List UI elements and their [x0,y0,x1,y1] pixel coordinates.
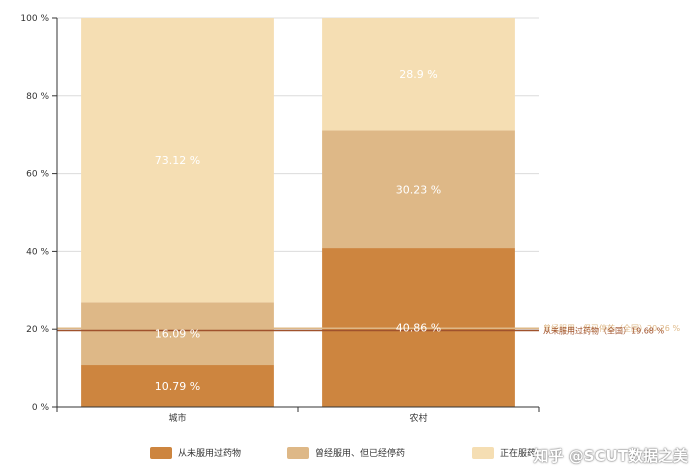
bar-1-series-1[interactable] [322,130,515,249]
legend-swatch-2 [472,446,494,459]
y-tick-label-1: 20 % [26,325,49,335]
bar-1-series-2[interactable] [322,18,515,131]
x-tick-label-1: 农村 [409,412,427,424]
bar-0-series-2[interactable] [81,18,274,303]
watermark: 知乎 @SCUT数据之美 [533,447,688,465]
data-label-0-series-1: 16.09 % [155,328,200,341]
legend-swatch-0 [150,446,172,459]
y-tick-label-2: 40 % [26,247,49,257]
legend-item-series-1[interactable]: 曾经服用、但已经停药 [287,446,405,459]
legend: 从未服用过药物 曾经服用、但已经停药 正在服药 [0,446,700,464]
legend-label-0: 从未服用过药物 [178,449,242,459]
y-tick-label-5: 100 % [20,14,49,24]
y-tick-label-3: 60 % [26,170,49,180]
bar-0-series-1[interactable] [81,302,274,366]
bar-0-series-0[interactable] [81,365,274,407]
data-label-0-series-2: 73.12 % [155,154,200,167]
legend-swatch-1 [287,446,309,459]
data-label-0-series-0: 10.79 % [155,380,200,393]
data-label-1-series-2: 28.9 % [399,68,437,81]
reference-line-label-0: 曾经服用、但已停药（全国）20.26 % [543,323,680,333]
y-tick-label-0: 0 % [32,403,50,413]
data-label-1-series-0: 40.86 % [396,322,441,335]
data-label-1-series-1: 30.23 % [396,183,441,196]
y-tick-label-4: 80 % [26,92,49,102]
legend-label-1: 曾经服用、但已经停药 [315,449,406,459]
legend-item-series-2[interactable]: 正在服药 [472,446,536,459]
legend-item-series-0[interactable]: 从未服用过药物 [150,446,241,459]
legend-label-2: 正在服药 [500,449,537,459]
x-tick-label-0: 城市 [168,412,186,424]
reference-line-label-1: 从未服用过药物（全国）19.68 % [543,325,664,335]
